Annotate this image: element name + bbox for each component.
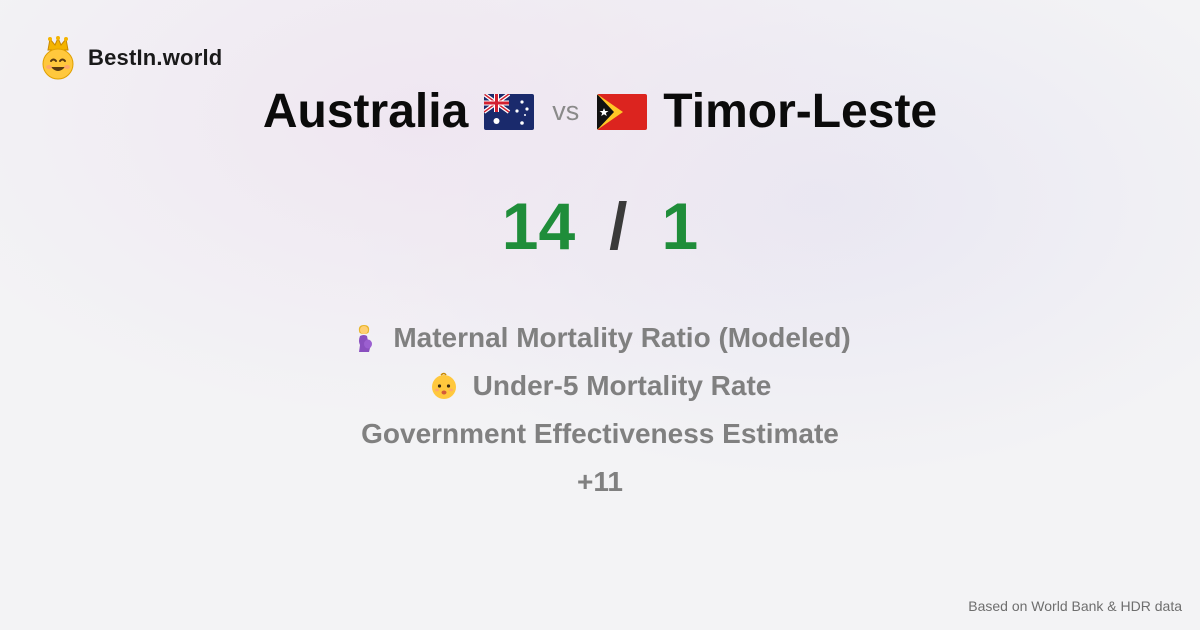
vs-label: vs	[552, 96, 580, 126]
data-source-note: Based on World Bank & HDR data	[968, 598, 1182, 614]
metric-more-count: +11	[577, 458, 623, 506]
score-separator: /	[609, 189, 628, 263]
right-score: 1	[661, 189, 699, 263]
comparison-title: Australia vs Timor-Leste	[0, 84, 1200, 139]
metric-label: Under-5 Mortality Rate	[472, 370, 772, 401]
metric-label: +11	[577, 466, 623, 497]
left-country-name: Australia	[262, 85, 469, 138]
score: 14 / 1	[0, 188, 1200, 264]
timor-leste-flag-icon	[597, 93, 648, 130]
metric-label: Maternal Mortality Ratio (Modeled)	[393, 322, 851, 353]
metrics-list: Maternal Mortality Ratio (Modeled) Under…	[0, 314, 1200, 506]
metric-maternal-mortality: Maternal Mortality Ratio (Modeled)	[349, 314, 851, 362]
baby-icon	[431, 372, 456, 399]
brand[interactable]: BestIn.world	[38, 36, 222, 80]
brand-name: BestIn.world	[88, 45, 223, 70]
metric-government-effectiveness: Government Effectiveness Estimate	[361, 410, 839, 458]
crowned-smiley-icon	[42, 36, 74, 80]
metric-under5-mortality: Under-5 Mortality Rate	[429, 362, 772, 410]
metric-label: Government Effectiveness Estimate	[361, 418, 839, 449]
left-score: 14	[501, 189, 576, 263]
right-country-name: Timor-Leste	[663, 85, 938, 138]
australia-flag-icon	[484, 93, 535, 130]
pregnant-woman-icon	[359, 325, 373, 352]
